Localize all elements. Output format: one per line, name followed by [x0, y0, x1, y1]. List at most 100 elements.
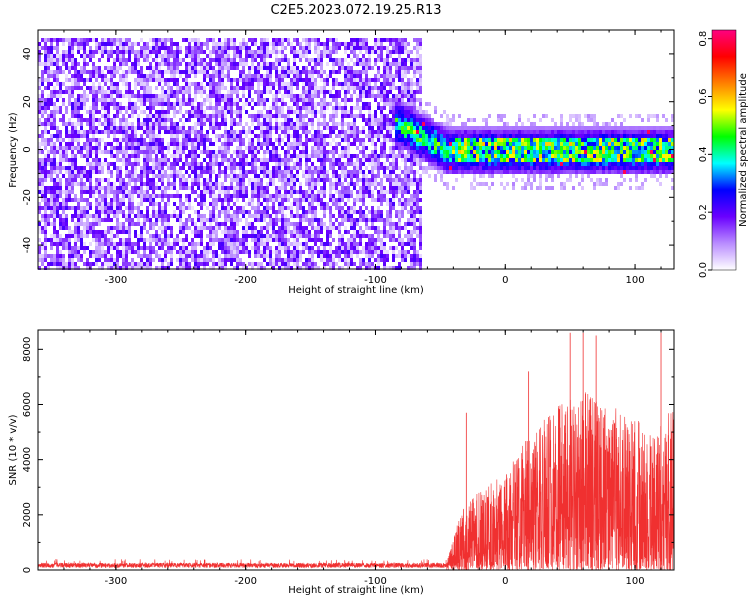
heatmap-cell [365, 82, 368, 86]
heatmap-cell [365, 42, 368, 46]
heatmap-cell [152, 238, 155, 242]
heatmap-cell [95, 198, 98, 202]
heatmap-cell [356, 58, 359, 62]
heatmap-cell [320, 146, 323, 150]
heatmap-cell [110, 154, 113, 158]
heatmap-cell [362, 170, 365, 174]
heatmap-cell [185, 246, 188, 250]
heatmap-cell [221, 158, 224, 162]
heatmap-cell [227, 94, 230, 98]
heatmap-cell [53, 126, 56, 130]
heatmap-cell [140, 258, 143, 262]
heatmap-cell [95, 110, 98, 114]
heatmap-cell [212, 130, 215, 134]
heatmap-cell [188, 226, 191, 230]
heatmap-cell [362, 178, 365, 182]
heatmap-cell [194, 94, 197, 98]
heatmap-cell [347, 266, 350, 270]
heatmap-cell [80, 102, 83, 106]
heatmap-cell [50, 142, 53, 146]
heatmap-cell [56, 266, 59, 270]
heatmap-cell [239, 170, 242, 174]
heatmap-cell [260, 202, 263, 206]
heatmap-cell [284, 58, 287, 62]
heatmap-cell [98, 46, 101, 50]
heatmap-cell [80, 218, 83, 222]
heatmap-cell [278, 58, 281, 62]
heatmap-cell [47, 162, 50, 166]
heatmap-cell [227, 146, 230, 150]
heatmap-cell [71, 58, 74, 62]
heatmap-cell [215, 54, 218, 58]
heatmap-cell [146, 262, 149, 266]
heatmap-cell [230, 106, 233, 110]
heatmap-cell [38, 162, 41, 166]
heatmap-cell [53, 186, 56, 190]
heatmap-cell [50, 174, 53, 178]
heatmap-cell [44, 66, 47, 70]
heatmap-cell [266, 98, 269, 102]
heatmap-cell [314, 146, 317, 150]
heatmap-cell [311, 118, 314, 122]
heatmap-cell [65, 38, 68, 42]
heatmap-cell [209, 230, 212, 234]
heatmap-cell [128, 138, 131, 142]
heatmap-cell [161, 90, 164, 94]
heatmap-cell [143, 130, 146, 134]
heatmap-cell [329, 178, 332, 182]
heatmap-cell [203, 50, 206, 54]
heatmap-cell [185, 66, 188, 70]
heatmap-cell [275, 154, 278, 158]
heatmap-cell [380, 150, 383, 154]
heatmap-cell [53, 150, 56, 154]
heatmap-cell [221, 186, 224, 190]
heatmap-cell [287, 238, 290, 242]
heatmap-cell [119, 202, 122, 206]
heatmap-cell [284, 190, 287, 194]
heatmap-cell [344, 102, 347, 106]
heatmap-cell [113, 98, 116, 102]
heatmap-cell [77, 210, 80, 214]
heatmap-cell [50, 138, 53, 142]
heatmap-cell [311, 218, 314, 222]
heatmap-cell [329, 74, 332, 78]
heatmap-cell [218, 74, 221, 78]
heatmap-cell [200, 166, 203, 170]
heatmap-cell [143, 262, 146, 266]
heatmap-cell [218, 46, 221, 50]
heatmap-cell [287, 130, 290, 134]
heatmap-cell [200, 238, 203, 242]
heatmap-cell [77, 78, 80, 82]
heatmap-cell [371, 194, 374, 198]
heatmap-cell [362, 58, 365, 62]
heatmap-cell [329, 226, 332, 230]
heatmap-cell [122, 238, 125, 242]
heatmap-cell [248, 162, 251, 166]
heatmap-cell [299, 110, 302, 114]
heatmap-cell [227, 58, 230, 62]
heatmap-cell [80, 42, 83, 46]
heatmap-cell [359, 230, 362, 234]
heatmap-cell [251, 142, 254, 146]
heatmap-cell [299, 182, 302, 186]
heatmap-cell [371, 242, 374, 246]
heatmap-cell [266, 170, 269, 174]
heatmap-cell [206, 246, 209, 250]
heatmap-cell [113, 86, 116, 90]
heatmap-cell [128, 102, 131, 106]
heatmap-cell [335, 90, 338, 94]
heatmap-cell [209, 38, 212, 42]
heatmap-cell [188, 142, 191, 146]
heatmap-cell [197, 122, 200, 126]
heatmap-cell [350, 122, 353, 126]
heatmap-cell [320, 130, 323, 134]
heatmap-cell [212, 154, 215, 158]
heatmap-cell [77, 106, 80, 110]
heatmap-cell [95, 94, 98, 98]
heatmap-cell [263, 82, 266, 86]
heatmap-cell [254, 254, 257, 258]
heatmap-cell [215, 138, 218, 142]
heatmap-cell [83, 250, 86, 254]
heatmap-cell [254, 166, 257, 170]
heatmap-cell [224, 262, 227, 266]
